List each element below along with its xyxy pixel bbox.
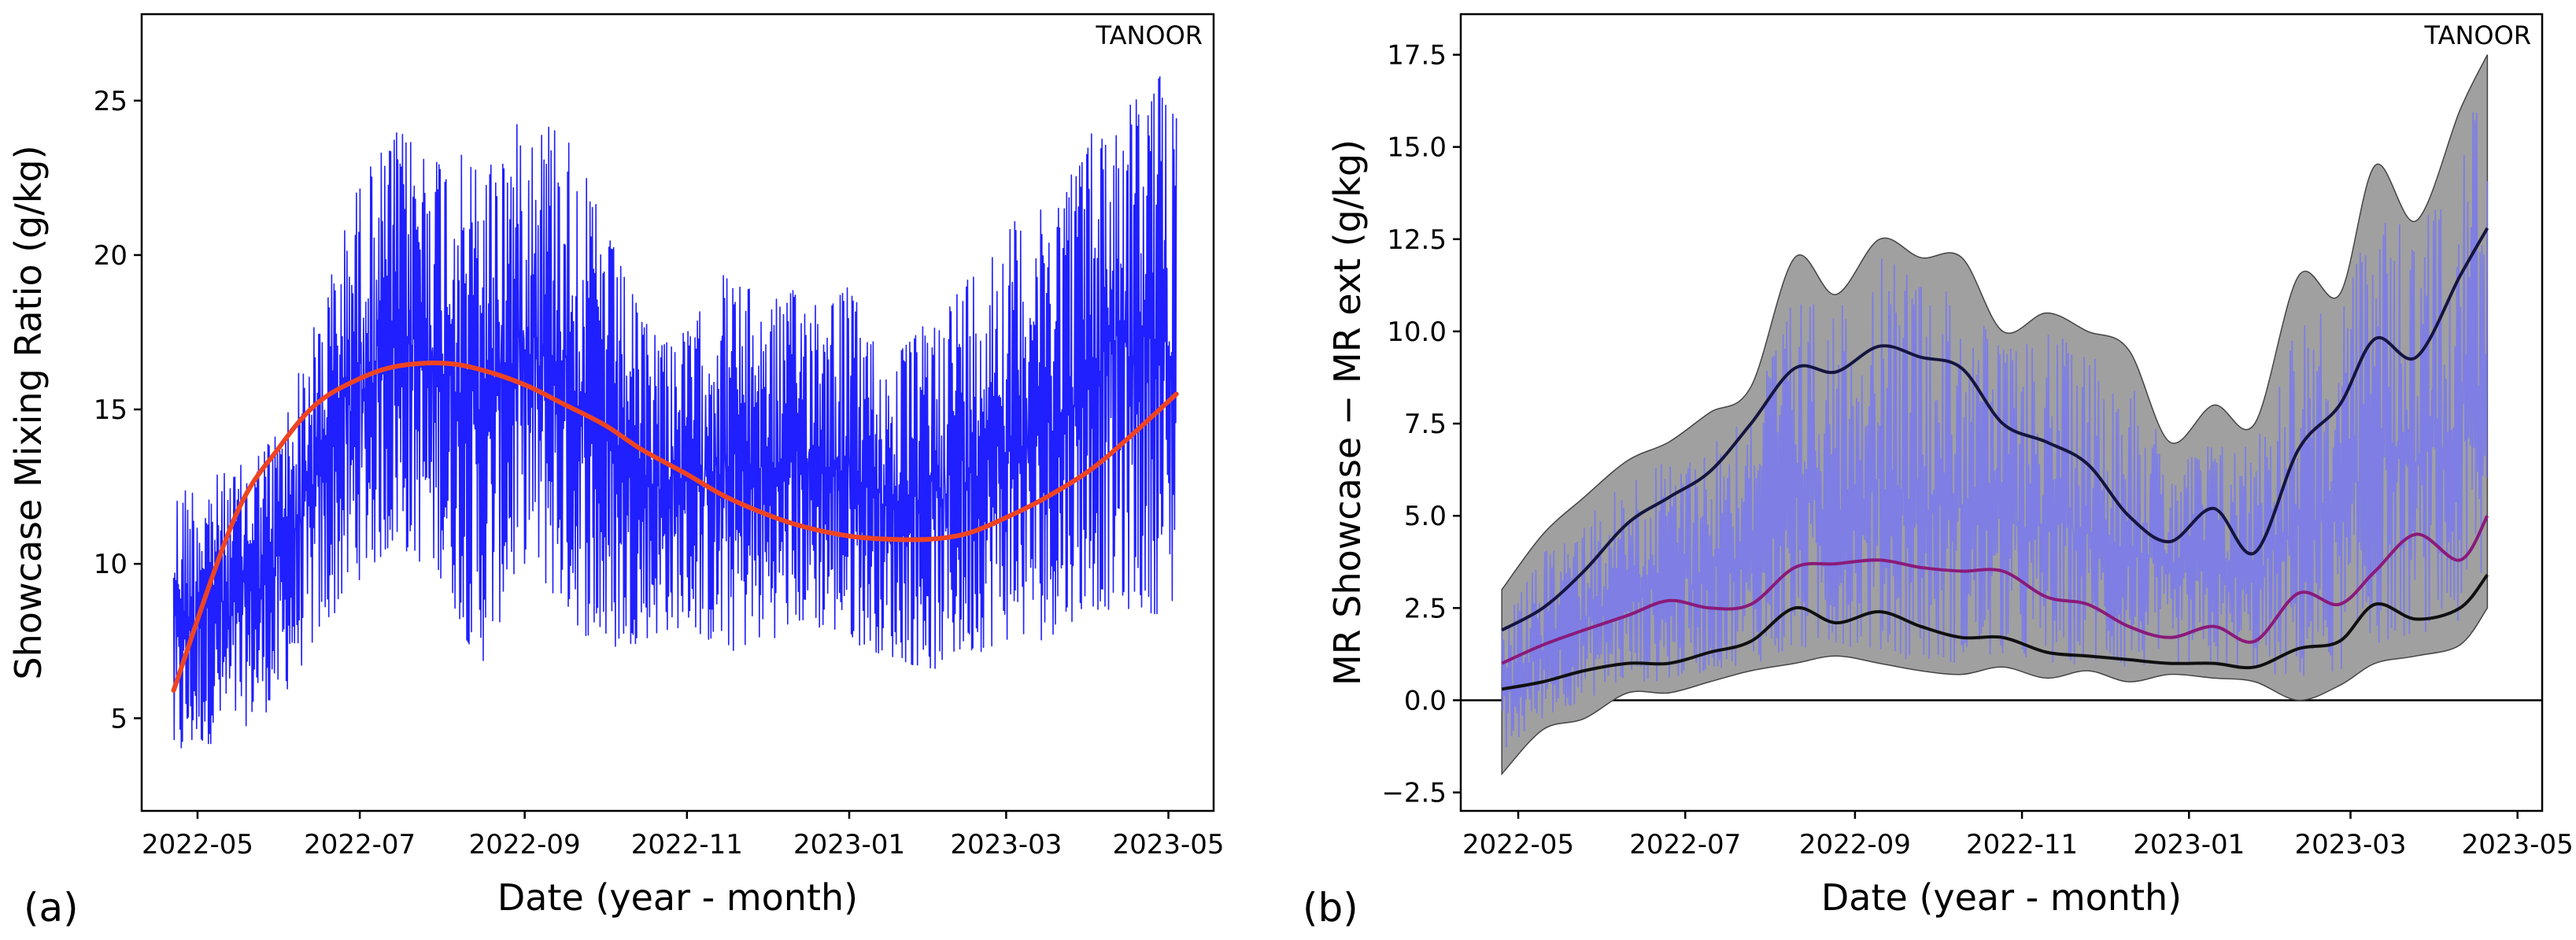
panel-a-label: (a) [24, 885, 79, 931]
x-tick-label: 2023-03 [950, 829, 1062, 860]
panel-b-y-axis-label: MR Showcase − MR ext (g/kg) [1326, 139, 1369, 686]
x-tick-label: 2022-09 [1799, 829, 1911, 860]
y-tick-label: −2.5 [1381, 778, 1447, 809]
panel-a-station-label: TANOOR [1096, 20, 1203, 50]
panel-b-chart: 2022-05 2022-07 2022-09 2022-11 2023-01 2023-… [1303, 13, 2574, 931]
y-tick-label: 10.0 [1387, 316, 1447, 348]
x-tick-label: 2023-03 [2294, 829, 2406, 860]
panel-a-x-axis-label: Date (year - month) [497, 876, 858, 919]
y-tick-label: 15 [94, 394, 128, 426]
x-tick-label: 2023-01 [2133, 829, 2245, 860]
y-tick-label: 10 [94, 549, 128, 580]
panel-b-axes-frame [1459, 13, 2544, 812]
y-tick-label: 15.0 [1387, 132, 1447, 164]
x-tick-label: 2022-07 [304, 829, 416, 860]
x-tick-label: 2022-11 [1966, 829, 2078, 860]
panel-a-chart: 2022-05 2022-07 2022-09 2022-11 2023-01 2023-… [7, 13, 1225, 931]
panel-b-x-axis-label: Date (year - month) [1821, 876, 2182, 919]
panel-a-plot-area [171, 76, 1179, 749]
series-individual-differences [1501, 112, 2489, 748]
y-tick-label: 12.5 [1387, 224, 1447, 256]
series-middle-curve [1501, 515, 2489, 665]
y-tick-label: 7.5 [1404, 409, 1447, 440]
series-upper-curve [1501, 227, 2489, 632]
x-tick-label: 2022-09 [469, 829, 581, 860]
panel-b-label: (b) [1303, 885, 1358, 931]
panel-a-y-axis-label: Showcase Mixing Ratio (g/kg) [7, 145, 50, 679]
x-tick-label: 2023-01 [793, 829, 905, 860]
x-tick-label: 2022-07 [1629, 829, 1741, 860]
y-tick-label: 17.5 [1387, 40, 1447, 72]
y-tick-label: 25 [94, 86, 128, 117]
panel-b-ticks: 2022-05 2022-07 2022-09 2022-11 2023-01 2023-… [1381, 40, 2573, 860]
x-tick-label: 2022-05 [142, 829, 253, 860]
panel-a-ticks: 2022-05 2022-07 2022-09 2022-11 2023-01 2023-… [94, 86, 1225, 860]
series-mixing-ratio [172, 76, 1177, 749]
y-tick-label: 5.0 [1404, 501, 1447, 532]
panel-b-plot-area [1461, 54, 2542, 776]
x-tick-label: 2023-05 [2462, 829, 2574, 860]
x-tick-label: 2022-05 [1462, 829, 1574, 860]
x-tick-label: 2023-05 [1113, 829, 1225, 860]
y-tick-label: 5 [110, 703, 128, 735]
y-tick-label: 0.0 [1404, 685, 1447, 716]
x-tick-label: 2022-11 [631, 829, 743, 860]
series-polynomial-fit [171, 361, 1179, 693]
y-tick-label: 2.5 [1404, 593, 1447, 624]
series-lower-curve [1501, 573, 2489, 691]
panel-b-station-label: TANOOR [2424, 20, 2532, 50]
y-tick-label: 20 [94, 240, 128, 272]
panel-a-axes-frame [140, 13, 1215, 812]
